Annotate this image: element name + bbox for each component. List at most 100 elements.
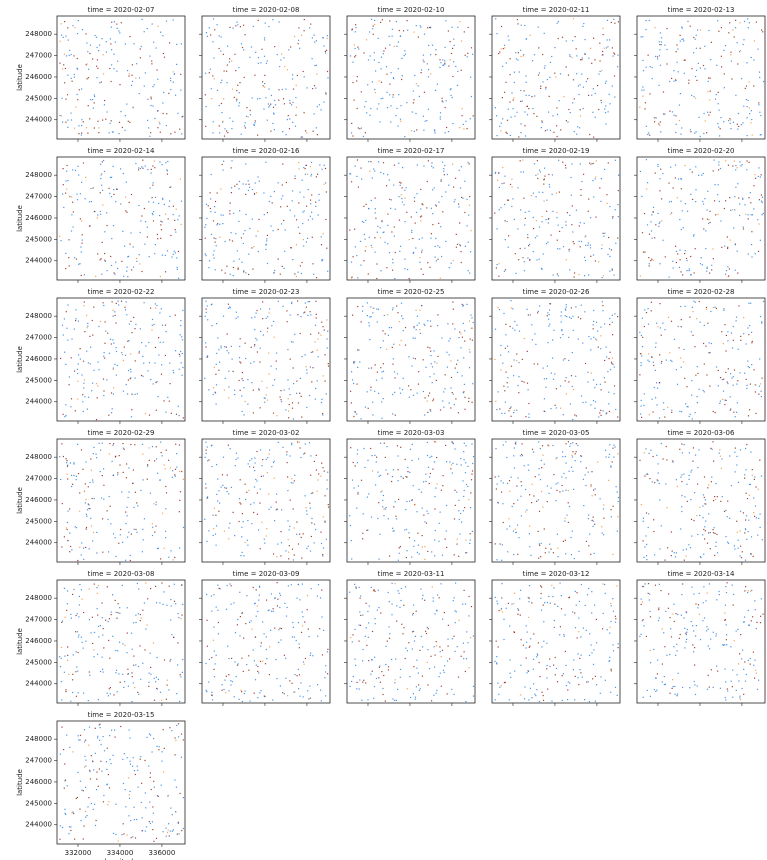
raster-speck xyxy=(314,113,315,114)
raster-speck xyxy=(104,352,105,353)
raster-speck xyxy=(503,386,504,387)
raster-speck xyxy=(495,173,496,174)
raster-speck xyxy=(352,29,353,30)
raster-speck xyxy=(644,393,645,394)
raster-speck xyxy=(539,259,540,260)
raster-speck xyxy=(312,218,313,219)
raster-speck xyxy=(525,489,526,490)
raster-speck xyxy=(269,201,270,202)
raster-speck xyxy=(457,71,458,72)
raster-speck xyxy=(431,166,432,167)
raster-speck xyxy=(108,640,109,641)
raster-speck xyxy=(273,608,274,609)
raster-speck xyxy=(81,275,82,276)
raster-speck xyxy=(214,676,215,677)
raster-speck xyxy=(688,544,689,545)
raster-speck xyxy=(661,335,662,336)
raster-speck xyxy=(548,326,549,327)
raster-speck xyxy=(307,690,308,691)
raster-speck xyxy=(205,316,206,317)
raster-speck xyxy=(748,415,749,416)
raster-speck xyxy=(609,39,610,40)
raster-speck xyxy=(102,205,103,206)
raster-speck xyxy=(297,598,298,599)
raster-speck xyxy=(709,273,710,274)
raster-speck xyxy=(682,274,683,275)
raster-speck xyxy=(154,118,155,119)
raster-speck xyxy=(695,76,696,77)
raster-speck xyxy=(270,630,271,631)
raster-speck xyxy=(430,355,431,356)
raster-speck xyxy=(115,201,116,202)
raster-speck xyxy=(677,197,678,198)
raster-speck xyxy=(150,674,151,675)
raster-speck xyxy=(543,253,544,254)
raster-speck xyxy=(141,375,142,376)
raster-speck xyxy=(273,554,274,555)
raster-speck xyxy=(229,210,230,211)
raster-speck xyxy=(230,203,231,204)
raster-speck xyxy=(229,239,230,240)
raster-speck xyxy=(568,75,569,76)
raster-speck xyxy=(718,31,719,32)
raster-speck xyxy=(73,589,74,590)
raster-speck xyxy=(211,234,212,235)
raster-speck xyxy=(85,547,86,548)
raster-speck xyxy=(460,347,461,348)
raster-speck xyxy=(302,612,303,613)
raster-speck xyxy=(147,466,148,467)
raster-speck xyxy=(241,134,242,135)
raster-speck xyxy=(222,164,223,165)
raster-speck xyxy=(241,691,242,692)
raster-speck xyxy=(160,224,161,225)
raster-speck xyxy=(214,78,215,79)
raster-speck xyxy=(734,452,735,453)
raster-speck xyxy=(392,309,393,310)
raster-speck xyxy=(75,27,76,28)
raster-speck xyxy=(75,410,76,411)
raster-speck xyxy=(568,490,569,491)
raster-speck xyxy=(426,207,427,208)
raster-speck xyxy=(451,263,452,264)
raster-speck xyxy=(216,353,217,354)
raster-speck xyxy=(81,374,82,375)
raster-speck xyxy=(293,508,294,509)
raster-speck xyxy=(82,394,83,395)
raster-speck xyxy=(728,120,729,121)
raster-speck xyxy=(117,612,118,613)
raster-speck xyxy=(82,234,83,235)
raster-speck xyxy=(183,527,184,528)
raster-speck xyxy=(586,467,587,468)
raster-speck xyxy=(253,502,254,503)
raster-speck xyxy=(77,560,78,561)
raster-speck xyxy=(302,625,303,626)
raster-speck xyxy=(618,216,619,217)
raster-speck xyxy=(286,451,287,452)
raster-speck xyxy=(544,528,545,529)
raster-speck xyxy=(453,61,454,62)
raster-speck xyxy=(111,238,112,239)
raster-speck xyxy=(162,325,163,326)
raster-speck xyxy=(427,401,428,402)
raster-speck xyxy=(727,501,728,502)
raster-speck xyxy=(276,659,277,660)
raster-speck xyxy=(161,229,162,230)
raster-speck xyxy=(152,86,153,87)
raster-speck xyxy=(610,467,611,468)
raster-speck xyxy=(162,164,163,165)
raster-speck xyxy=(426,120,427,121)
raster-speck xyxy=(640,36,641,37)
raster-speck xyxy=(734,548,735,549)
raster-speck xyxy=(318,473,319,474)
raster-speck xyxy=(530,555,531,556)
raster-speck xyxy=(85,177,86,178)
raster-speck xyxy=(641,406,642,407)
raster-speck xyxy=(735,95,736,96)
y-tick-label: 244000 xyxy=(25,680,52,688)
raster-speck xyxy=(302,137,303,138)
raster-speck xyxy=(568,522,569,523)
raster-speck xyxy=(359,128,360,129)
raster-speck xyxy=(662,323,663,324)
raster-speck xyxy=(307,174,308,175)
raster-speck xyxy=(209,72,210,73)
